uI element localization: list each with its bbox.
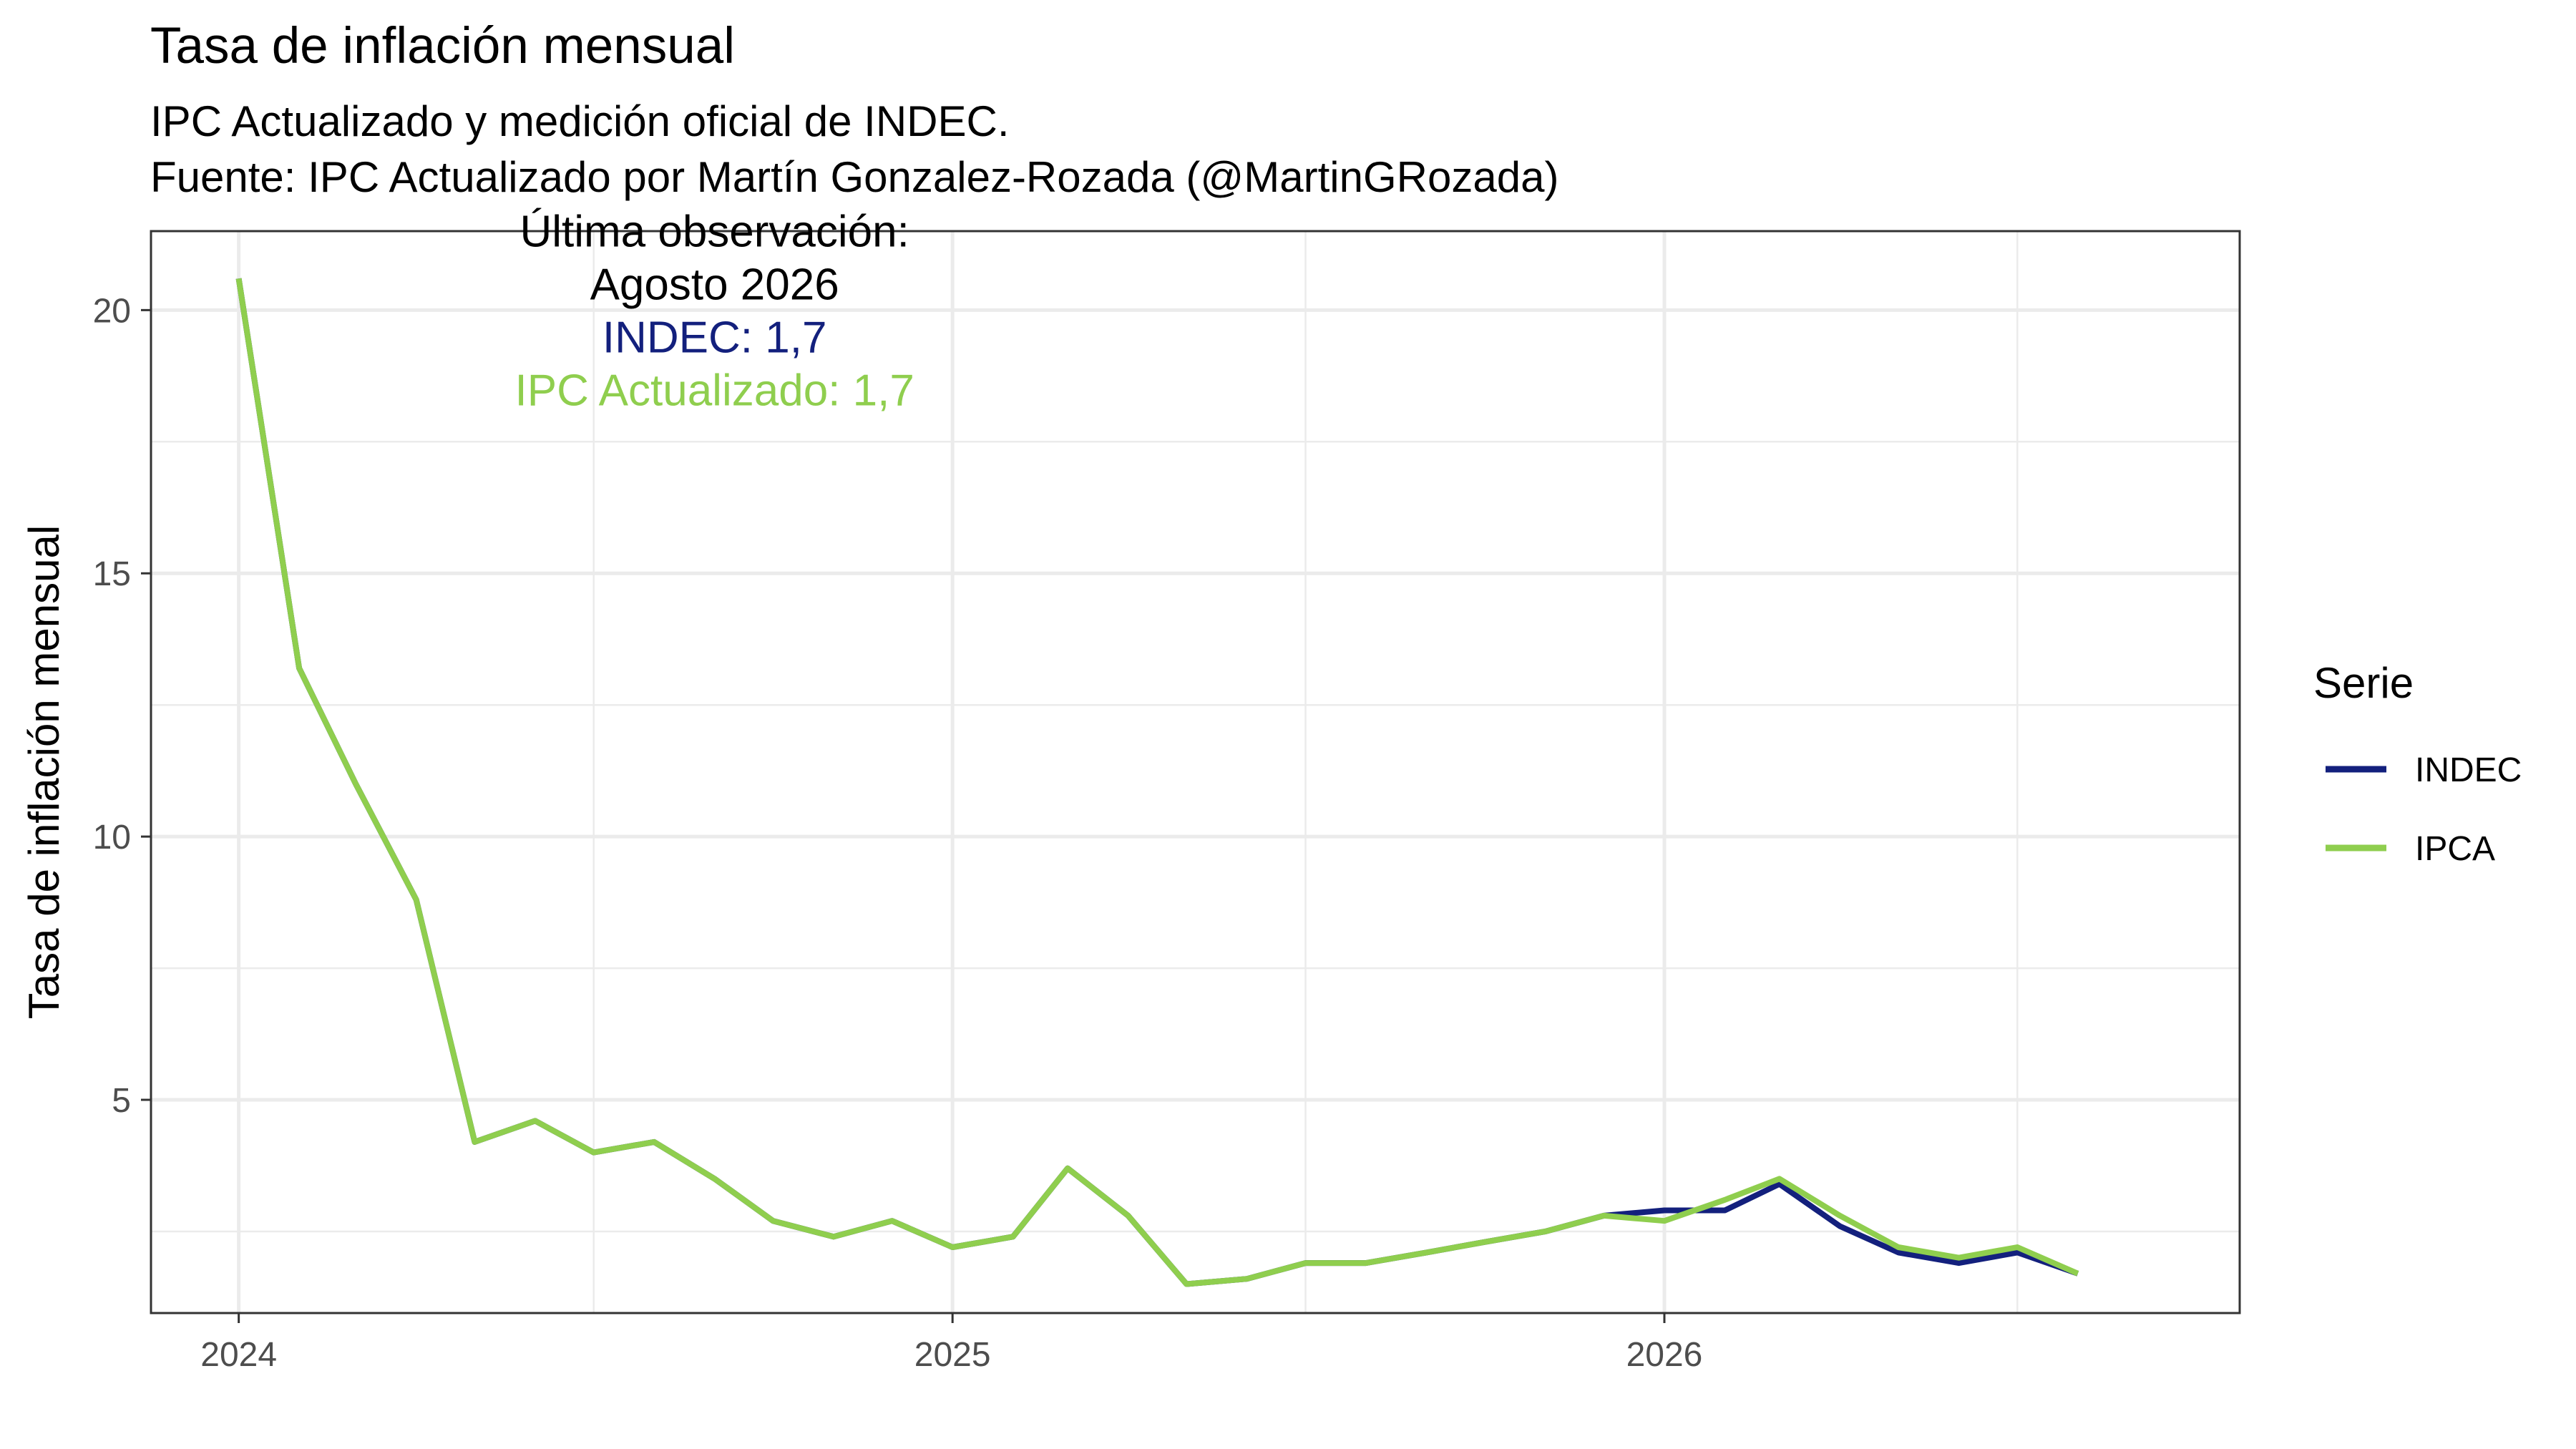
plot-border bbox=[150, 230, 2241, 1314]
x-tick-label-2025: 2025 bbox=[914, 1336, 991, 1374]
minor-gridlines bbox=[151, 231, 2240, 1313]
legend: Serie INDEC IPCA bbox=[2313, 659, 2522, 868]
series-lines bbox=[235, 278, 2079, 1287]
y-axis-title: Tasa de inflación mensual bbox=[20, 525, 68, 1019]
x-tick-labels: 2024 2025 2026 bbox=[200, 1336, 1702, 1374]
chart-title: Tasa de inflación mensual bbox=[150, 18, 735, 74]
axis-ticks bbox=[141, 308, 1666, 1323]
annotation-line-3: IPC Actualizado: 1,7 bbox=[514, 366, 914, 415]
plot-panel bbox=[151, 231, 2240, 1313]
y-tick-label-10: 10 bbox=[93, 819, 131, 857]
y-tick-label-20: 20 bbox=[93, 292, 131, 330]
annotation-line-0: Última observación: bbox=[519, 207, 909, 256]
x-tick-label-2026: 2026 bbox=[1626, 1336, 1703, 1374]
legend-items: INDEC IPCA bbox=[2326, 751, 2522, 868]
chart-subtitle-line-2: Fuente: IPC Actualizado por Martín Gonza… bbox=[150, 153, 1558, 201]
legend-title: Serie bbox=[2313, 659, 2414, 707]
y-tick-label-15: 15 bbox=[93, 555, 131, 593]
annotation-line-2: INDEC: 1,7 bbox=[602, 313, 827, 362]
legend-label-ipca: IPCA bbox=[2415, 830, 2495, 868]
y-tick-label-5: 5 bbox=[112, 1082, 131, 1120]
major-gridlines bbox=[151, 231, 2240, 1313]
chart-subtitle-line-1: IPC Actualizado y medición oficial de IN… bbox=[150, 97, 1010, 145]
x-tick-label-2024: 2024 bbox=[200, 1336, 277, 1374]
series-line-ipca bbox=[235, 278, 2079, 1287]
y-tick-labels: 5 10 15 20 bbox=[93, 292, 131, 1120]
legend-label-indec: INDEC bbox=[2415, 751, 2522, 789]
annotation-line-1: Agosto 2026 bbox=[590, 260, 839, 309]
